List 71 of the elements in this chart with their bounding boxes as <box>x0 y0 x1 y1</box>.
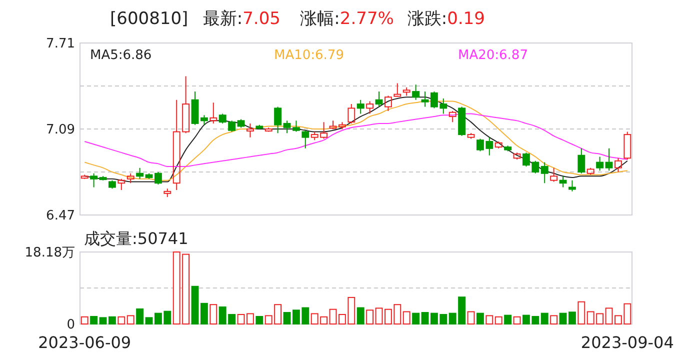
bar <box>210 304 218 324</box>
bar <box>476 312 484 324</box>
y-tick-label: 6.47 <box>46 208 75 224</box>
x-tick-label: 2023-06-09 <box>38 333 132 352</box>
bar <box>191 286 199 324</box>
bar <box>99 317 107 324</box>
candlestick <box>550 167 558 182</box>
candlestick <box>292 120 300 132</box>
bar <box>136 308 144 324</box>
candlestick <box>421 91 429 108</box>
bar <box>605 308 613 324</box>
bar <box>412 312 420 324</box>
bar <box>504 314 512 324</box>
bar <box>375 308 383 324</box>
candlestick <box>90 172 98 188</box>
bar <box>578 301 586 324</box>
bar <box>237 314 245 324</box>
candlestick <box>274 106 282 134</box>
candlestick <box>191 91 199 126</box>
candlestick <box>578 148 586 174</box>
bar <box>126 315 134 324</box>
y-tick-label: 7.71 <box>46 36 75 52</box>
y-tick-label: 7.09 <box>46 122 75 138</box>
candlestick <box>136 167 144 180</box>
text: 涨幅:2.77% <box>300 9 394 29</box>
bar <box>550 315 558 324</box>
text: MA20:6.87 <box>458 48 528 63</box>
bar <box>329 308 337 324</box>
bar <box>568 312 576 324</box>
bar <box>108 316 116 324</box>
candlestick <box>559 176 567 188</box>
candlestick <box>356 99 364 114</box>
bar <box>90 316 98 324</box>
y-tick-label: 18.18万 <box>24 246 75 261</box>
candlestick <box>412 84 420 100</box>
candlestick <box>375 91 383 108</box>
text: MA10:6.79 <box>274 48 344 63</box>
bar <box>421 312 429 324</box>
bar <box>118 316 126 324</box>
bar <box>356 307 364 324</box>
candlestick <box>568 180 576 192</box>
bar <box>402 311 410 324</box>
bar <box>494 316 502 324</box>
bar <box>246 313 254 324</box>
candlestick <box>540 162 548 184</box>
bar <box>145 317 153 324</box>
bar <box>540 312 548 324</box>
bar <box>559 312 567 324</box>
chart-title: [600810] <box>110 9 188 29</box>
text: 涨跌:0.19 <box>407 9 485 29</box>
candlestick <box>283 120 291 134</box>
y-tick-label: 0 <box>66 318 75 333</box>
bar <box>513 316 521 324</box>
candlestick <box>302 130 310 149</box>
bar <box>486 315 494 324</box>
candlestick <box>605 148 613 172</box>
bar <box>256 316 264 324</box>
bar <box>467 311 475 324</box>
candlestick <box>596 156 604 172</box>
bar <box>283 312 291 324</box>
candlestick <box>200 114 208 126</box>
text: 最新:7.05 <box>202 9 280 29</box>
text: MA5:6.86 <box>90 48 152 63</box>
text: 成交量:50741 <box>84 229 188 248</box>
candlestick <box>210 102 218 124</box>
bar <box>80 316 88 324</box>
candlestick <box>118 178 126 191</box>
x-tick-label: 2023-09-04 <box>580 333 674 352</box>
bar <box>200 302 208 324</box>
bar <box>366 310 374 324</box>
candlestick <box>246 122 254 138</box>
